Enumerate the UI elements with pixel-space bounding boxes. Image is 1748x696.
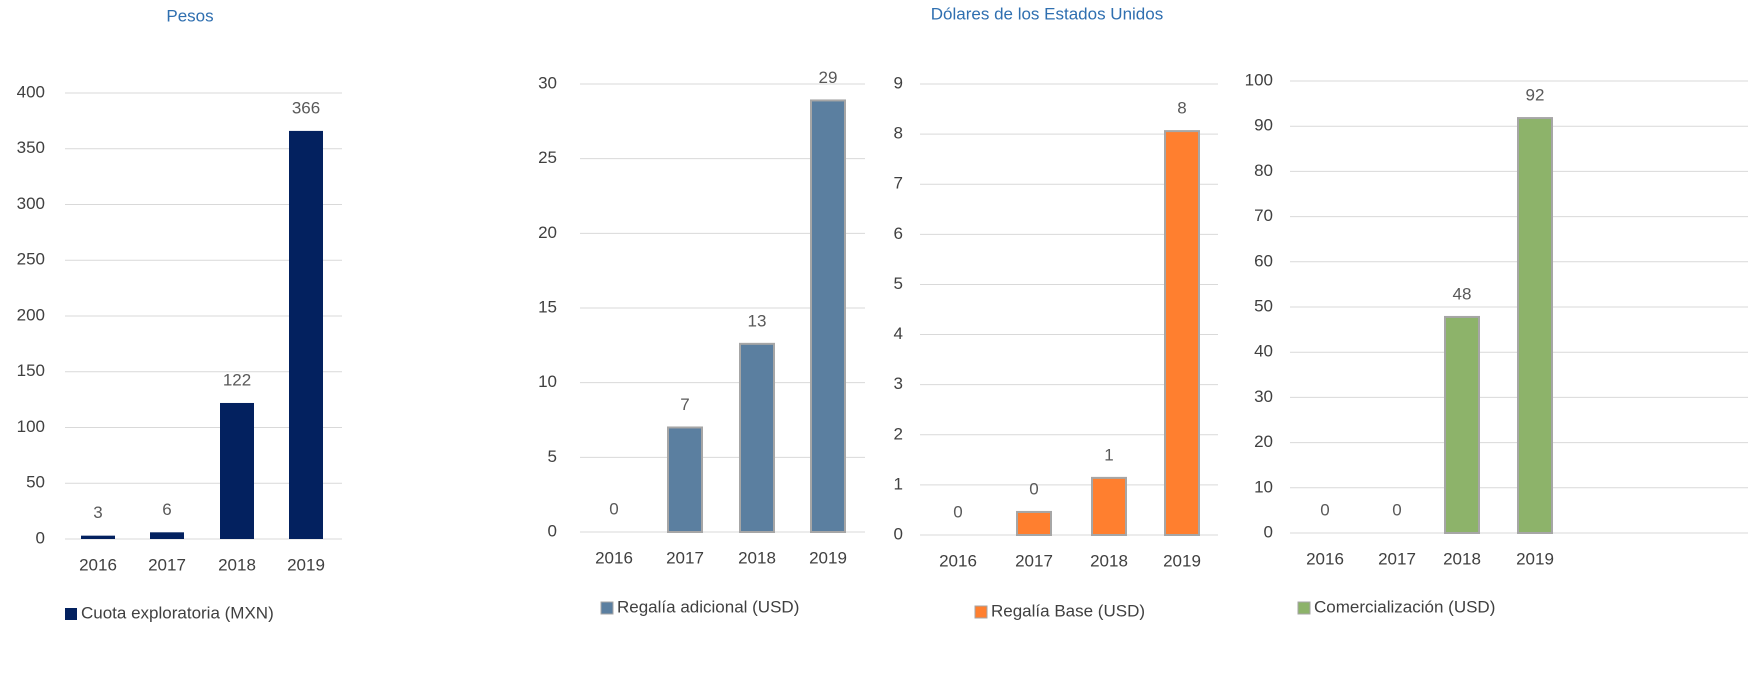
y-tick-label: 15	[538, 297, 557, 316]
y-tick-label: 100	[17, 417, 45, 436]
y-tick-label: 40	[1254, 342, 1273, 361]
bar	[739, 342, 775, 533]
x-tick-label: 2019	[287, 555, 325, 574]
data-label: 13	[748, 311, 767, 330]
y-tick-label: 30	[1254, 387, 1273, 406]
x-tick-label: 2019	[809, 548, 847, 567]
data-label: 0	[609, 499, 618, 518]
data-label: 29	[819, 68, 838, 87]
legend-swatch	[1297, 601, 1311, 615]
y-tick-label: 20	[1254, 432, 1273, 451]
bar	[1517, 117, 1553, 535]
bar	[810, 99, 846, 533]
y-tick-label: 70	[1254, 206, 1273, 225]
y-tick-label: 0	[1264, 522, 1273, 541]
y-tick-label: 9	[894, 73, 903, 92]
data-label: 0	[953, 502, 962, 521]
bar	[220, 402, 254, 539]
y-tick-label: 60	[1254, 251, 1273, 270]
y-tick-label: 10	[1254, 477, 1273, 496]
legend-label: Comercialización (USD)	[1314, 597, 1495, 616]
y-tick-label: 10	[538, 372, 557, 391]
heading: Dólares de los Estados Unidos	[931, 4, 1163, 23]
x-tick-label: 2017	[666, 548, 704, 567]
y-tick-label: 50	[26, 473, 45, 492]
x-tick-label: 2018	[1090, 551, 1128, 570]
data-label: 366	[292, 98, 320, 117]
y-tick-label: 80	[1254, 161, 1273, 180]
legend-label: Regalía Base (USD)	[991, 601, 1145, 620]
y-tick-label: 5	[548, 447, 557, 466]
x-tick-label: 2016	[595, 548, 633, 567]
y-tick-label: 6	[894, 224, 903, 243]
x-tick-label: 2018	[218, 555, 256, 574]
y-tick-label: 4	[894, 324, 903, 343]
bar	[150, 532, 184, 539]
y-tick-label: 300	[17, 194, 45, 213]
y-tick-label: 90	[1254, 116, 1273, 135]
y-tick-label: 0	[894, 524, 903, 543]
data-label: 7	[680, 395, 689, 414]
data-label: 0	[1029, 479, 1038, 498]
y-tick-label: 150	[17, 361, 45, 380]
x-tick-label: 2018	[1443, 549, 1481, 568]
y-tick-label: 100	[1245, 70, 1273, 89]
y-tick-label: 250	[17, 250, 45, 269]
y-tick-label: 50	[1254, 296, 1273, 315]
x-tick-label: 2019	[1516, 549, 1554, 568]
y-tick-label: 7	[894, 174, 903, 193]
x-tick-label: 2018	[738, 548, 776, 567]
data-label: 6	[162, 500, 171, 519]
data-label: 48	[1453, 284, 1472, 303]
x-tick-label: 2017	[1015, 551, 1053, 570]
y-tick-label: 400	[17, 82, 45, 101]
legend-swatch	[600, 601, 614, 615]
bar	[1164, 130, 1200, 537]
data-label: 122	[223, 370, 251, 389]
legend-label: Regalía adicional (USD)	[617, 597, 799, 616]
bar	[1016, 510, 1052, 536]
bar	[81, 535, 115, 539]
y-tick-label: 200	[17, 305, 45, 324]
x-tick-label: 2017	[148, 555, 186, 574]
bar	[289, 130, 323, 539]
legend-swatch	[974, 605, 988, 619]
y-tick-label: 0	[36, 528, 45, 547]
heading: Pesos	[166, 6, 213, 25]
bar	[667, 426, 703, 534]
y-tick-label: 25	[538, 148, 557, 167]
data-label: 1	[1104, 445, 1113, 464]
x-tick-label: 2016	[79, 555, 117, 574]
y-tick-label: 20	[538, 223, 557, 242]
data-label: 3	[93, 503, 102, 522]
data-label: 92	[1526, 86, 1545, 105]
y-tick-label: 8	[894, 124, 903, 143]
y-tick-label: 350	[17, 138, 45, 157]
y-tick-label: 1	[894, 474, 903, 493]
legend-label: Cuota exploratoria (MXN)	[81, 603, 274, 622]
bar	[1444, 315, 1480, 534]
data-label: 0	[1392, 500, 1401, 519]
y-tick-label: 30	[538, 73, 557, 92]
y-tick-label: 3	[894, 374, 903, 393]
bar	[1091, 476, 1127, 536]
x-tick-label: 2016	[939, 551, 977, 570]
data-label: 8	[1177, 99, 1186, 118]
y-tick-label: 2	[894, 424, 903, 443]
x-tick-label: 2017	[1378, 549, 1416, 568]
data-label: 0	[1320, 500, 1329, 519]
x-tick-label: 2016	[1306, 549, 1344, 568]
y-tick-label: 5	[894, 274, 903, 293]
y-tick-label: 0	[548, 521, 557, 540]
legend-swatch	[65, 608, 77, 620]
x-tick-label: 2019	[1163, 551, 1201, 570]
